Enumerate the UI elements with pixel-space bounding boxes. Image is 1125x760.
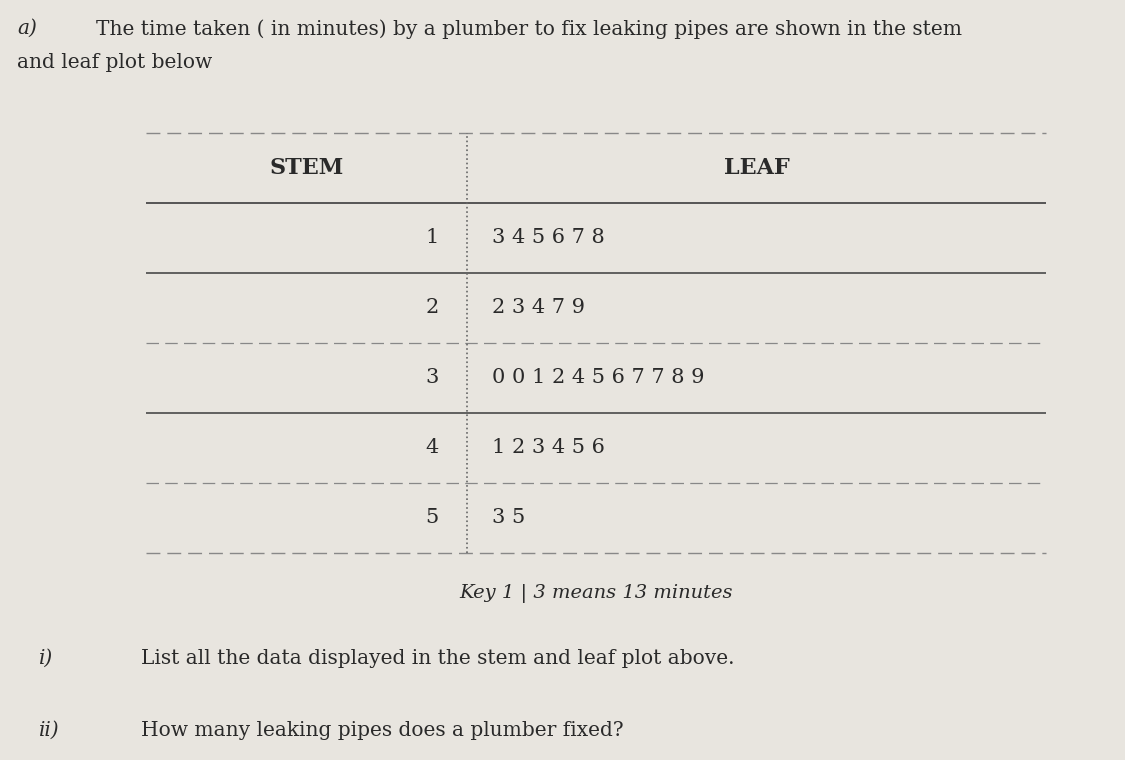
Text: 2 3 4 7 9: 2 3 4 7 9 (492, 299, 585, 318)
Text: 3 4 5 6 7 8: 3 4 5 6 7 8 (492, 228, 604, 248)
Text: 4: 4 (425, 438, 439, 458)
Text: a): a) (17, 19, 37, 38)
Text: i): i) (39, 649, 54, 668)
Text: 5: 5 (425, 508, 439, 527)
Text: 3: 3 (425, 369, 439, 388)
Text: 1: 1 (425, 228, 439, 248)
Text: The time taken ( in minutes) by a plumber to fix leaking pipes are shown in the : The time taken ( in minutes) by a plumbe… (96, 19, 962, 39)
Text: Key 1 | 3 means 13 minutes: Key 1 | 3 means 13 minutes (459, 584, 734, 603)
Text: ii): ii) (39, 721, 60, 740)
Text: and leaf plot below: and leaf plot below (17, 53, 213, 72)
Text: STEM: STEM (269, 157, 343, 179)
Text: 3 5: 3 5 (492, 508, 525, 527)
Text: 1 2 3 4 5 6: 1 2 3 4 5 6 (492, 438, 604, 458)
Text: 2: 2 (425, 299, 439, 318)
Text: How many leaking pipes does a plumber fixed?: How many leaking pipes does a plumber fi… (141, 721, 623, 740)
Text: LEAF: LEAF (723, 157, 790, 179)
Text: List all the data displayed in the stem and leaf plot above.: List all the data displayed in the stem … (141, 649, 735, 668)
Text: 0 0 1 2 4 5 6 7 7 8 9: 0 0 1 2 4 5 6 7 7 8 9 (492, 369, 704, 388)
